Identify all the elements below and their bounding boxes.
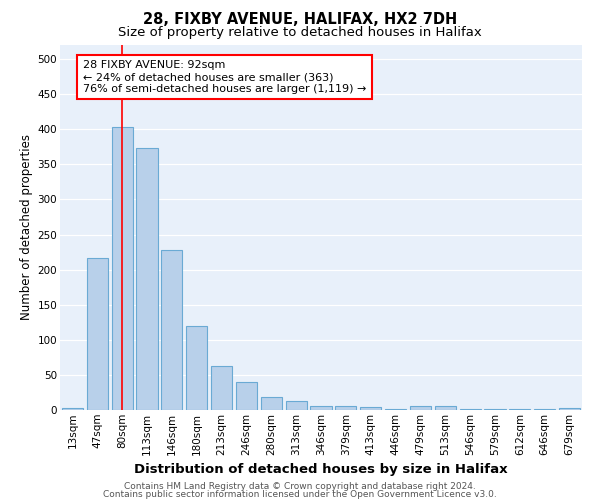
Bar xyxy=(211,366,232,410)
Text: Contains public sector information licensed under the Open Government Licence v3: Contains public sector information licen… xyxy=(103,490,497,499)
Bar xyxy=(87,258,108,410)
Text: Size of property relative to detached houses in Halifax: Size of property relative to detached ho… xyxy=(118,26,482,39)
Bar xyxy=(261,398,282,410)
X-axis label: Distribution of detached houses by size in Halifax: Distribution of detached houses by size … xyxy=(134,463,508,476)
Y-axis label: Number of detached properties: Number of detached properties xyxy=(20,134,34,320)
Bar xyxy=(335,406,356,410)
Bar xyxy=(360,407,381,410)
Text: 28, FIXBY AVENUE, HALIFAX, HX2 7DH: 28, FIXBY AVENUE, HALIFAX, HX2 7DH xyxy=(143,12,457,28)
Bar xyxy=(310,406,332,410)
Bar xyxy=(559,408,580,410)
Bar xyxy=(62,408,83,410)
Bar xyxy=(286,401,307,410)
Bar xyxy=(136,148,158,410)
Bar xyxy=(410,406,431,410)
Bar xyxy=(161,250,182,410)
Text: Contains HM Land Registry data © Crown copyright and database right 2024.: Contains HM Land Registry data © Crown c… xyxy=(124,482,476,491)
Bar xyxy=(186,326,207,410)
Bar xyxy=(435,406,456,410)
Text: 28 FIXBY AVENUE: 92sqm
← 24% of detached houses are smaller (363)
76% of semi-de: 28 FIXBY AVENUE: 92sqm ← 24% of detached… xyxy=(83,60,366,94)
Bar xyxy=(236,382,257,410)
Bar xyxy=(112,127,133,410)
Bar xyxy=(534,408,555,410)
